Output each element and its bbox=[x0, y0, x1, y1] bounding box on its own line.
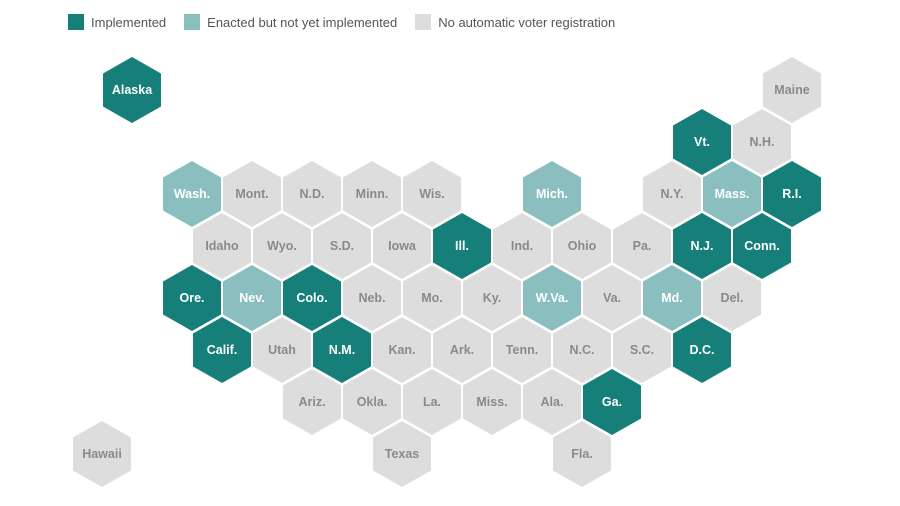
state-hex[interactable]: N.J. bbox=[673, 213, 731, 279]
state-hex[interactable]: Hawaii bbox=[73, 421, 131, 487]
state-hex[interactable]: Idaho bbox=[193, 213, 251, 279]
state-hex[interactable]: Iowa bbox=[373, 213, 431, 279]
state-hex[interactable]: Wis. bbox=[403, 161, 461, 227]
state-hex[interactable]: Colo. bbox=[283, 265, 341, 331]
state-hex[interactable]: Ill. bbox=[433, 213, 491, 279]
legend-label: No automatic voter registration bbox=[438, 14, 616, 30]
legend-swatch bbox=[68, 14, 84, 30]
state-hex[interactable]: S.C. bbox=[613, 317, 671, 383]
state-hex[interactable]: Ore. bbox=[163, 265, 221, 331]
state-hex[interactable]: Minn. bbox=[343, 161, 401, 227]
state-hex[interactable]: Utah bbox=[253, 317, 311, 383]
state-hex[interactable]: Ind. bbox=[493, 213, 551, 279]
state-hex[interactable]: Tenn. bbox=[493, 317, 551, 383]
state-hex[interactable]: S.D. bbox=[313, 213, 371, 279]
state-hex[interactable]: N.D. bbox=[283, 161, 341, 227]
legend-swatch bbox=[415, 14, 432, 30]
state-hex[interactable]: Miss. bbox=[463, 369, 521, 435]
state-hex[interactable]: Ala. bbox=[523, 369, 581, 435]
state-hex[interactable]: Maine bbox=[763, 57, 821, 123]
state-hex[interactable]: Calif. bbox=[193, 317, 251, 383]
state-hex[interactable]: D.C. bbox=[673, 317, 731, 383]
legend: Implemented Enacted but not yet implement… bbox=[68, 14, 633, 30]
legend-swatch bbox=[184, 14, 201, 30]
state-hex[interactable]: N.M. bbox=[313, 317, 371, 383]
legend-item-impl: Implemented bbox=[68, 14, 166, 30]
state-hex[interactable]: Ky. bbox=[463, 265, 521, 331]
legend-item-enact: Enacted but not yet implemented bbox=[184, 14, 397, 30]
state-hex[interactable]: La. bbox=[403, 369, 461, 435]
state-hex[interactable]: Mass. bbox=[703, 161, 761, 227]
state-hex[interactable]: Okla. bbox=[343, 369, 401, 435]
legend-label: Enacted but not yet implemented bbox=[207, 14, 398, 30]
state-hex[interactable]: Ark. bbox=[433, 317, 491, 383]
state-hex[interactable]: Nev. bbox=[223, 265, 281, 331]
legend-label: Implemented bbox=[91, 14, 167, 30]
state-hex[interactable]: Pa. bbox=[613, 213, 671, 279]
state-hex[interactable]: Texas bbox=[373, 421, 431, 487]
state-hex[interactable]: Ariz. bbox=[283, 369, 341, 435]
state-hex[interactable]: Fla. bbox=[553, 421, 611, 487]
state-hex[interactable]: Mont. bbox=[223, 161, 281, 227]
state-hex[interactable]: Vt. bbox=[673, 109, 731, 175]
state-hex[interactable]: Ga. bbox=[583, 369, 641, 435]
state-hex[interactable]: Wash. bbox=[163, 161, 221, 227]
state-hex[interactable]: Kan. bbox=[373, 317, 431, 383]
state-hex[interactable]: Ohio bbox=[553, 213, 611, 279]
state-hex[interactable]: Mo. bbox=[403, 265, 461, 331]
state-hex[interactable]: Md. bbox=[643, 265, 701, 331]
legend-item-none: No automatic voter registration bbox=[415, 14, 615, 30]
state-hex[interactable]: N.H. bbox=[733, 109, 791, 175]
state-hex[interactable]: Alaska bbox=[103, 57, 161, 123]
state-hex[interactable]: Mich. bbox=[523, 161, 581, 227]
state-hex[interactable]: Del. bbox=[703, 265, 761, 331]
state-hex[interactable]: N.C. bbox=[553, 317, 611, 383]
state-hex[interactable]: Va. bbox=[583, 265, 641, 331]
state-hex[interactable]: Neb. bbox=[343, 265, 401, 331]
state-hex[interactable]: W.Va. bbox=[523, 265, 581, 331]
state-hex[interactable]: R.I. bbox=[763, 161, 821, 227]
state-hex[interactable]: Wyo. bbox=[253, 213, 311, 279]
state-hex[interactable]: Conn. bbox=[733, 213, 791, 279]
state-hex[interactable]: N.Y. bbox=[643, 161, 701, 227]
